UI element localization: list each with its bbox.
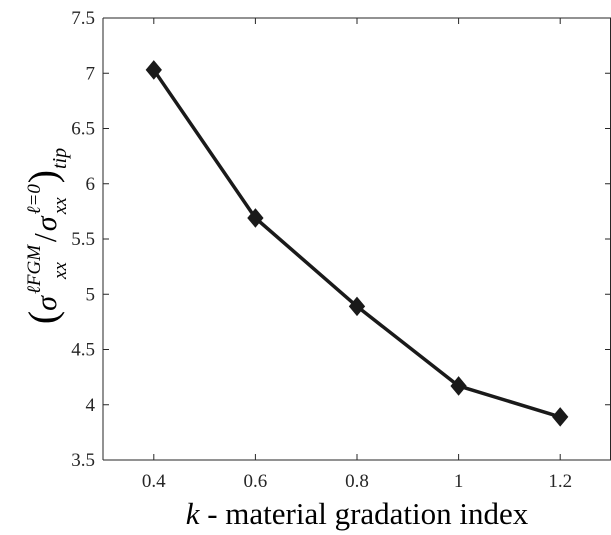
series-line [152, 68, 561, 419]
x-axis-title: k - material gradation index [186, 496, 529, 531]
data-point-marker [247, 208, 264, 228]
x-tick-label: 0.8 [345, 471, 369, 492]
y-axis-sub-tip: tip [49, 148, 71, 169]
data-point-marker [450, 376, 467, 396]
x-tick-label: 1.2 [548, 471, 572, 492]
y-axis-title: (σℓFGM xx/σℓ=0 xx)tip [20, 148, 71, 324]
y-axis-sup-num: ℓFGM [24, 244, 45, 294]
x-tick-label: 1 [454, 471, 464, 492]
y-tick-label: 6 [86, 174, 96, 195]
y-axis-sigma-num: σ [30, 295, 63, 311]
data-point-marker [145, 60, 162, 80]
y-axis-slash: / [27, 233, 63, 242]
series [145, 60, 569, 427]
y-ticks: 3.5 4 4.5 5 5.5 6 6.5 7 7.5 [71, 8, 611, 471]
x-axis-title-text: - material gradation index [199, 496, 528, 531]
data-point-marker [552, 407, 569, 427]
y-axis-paren-open: ( [20, 311, 65, 324]
y-tick-label: 5 [86, 284, 96, 305]
plot-frame [102, 17, 611, 461]
y-tick-label: 7 [86, 63, 96, 84]
data-point-marker [348, 296, 366, 317]
x-axis-variable: k [186, 496, 201, 531]
y-tick-label: 5.5 [71, 229, 95, 250]
x-tick-label: 0.4 [142, 471, 166, 492]
x-ticks: 0.4 0.6 0.8 1 1.2 [142, 18, 572, 492]
y-axis-sub-num: xx [50, 262, 71, 280]
y-tick-label: 4 [86, 395, 96, 416]
y-axis-sub-den: xx [50, 197, 71, 215]
y-axis-paren-close: ) [20, 170, 65, 183]
y-tick-label: 7.5 [71, 8, 95, 29]
x-tick-label: 0.6 [244, 471, 268, 492]
y-tick-label: 3.5 [71, 450, 95, 471]
y-axis-sigma-den: σ [30, 215, 63, 231]
y-tick-label: 4.5 [71, 340, 95, 361]
y-axis-sup-den: ℓ=0 [24, 184, 45, 215]
y-tick-label: 6.5 [71, 119, 95, 140]
